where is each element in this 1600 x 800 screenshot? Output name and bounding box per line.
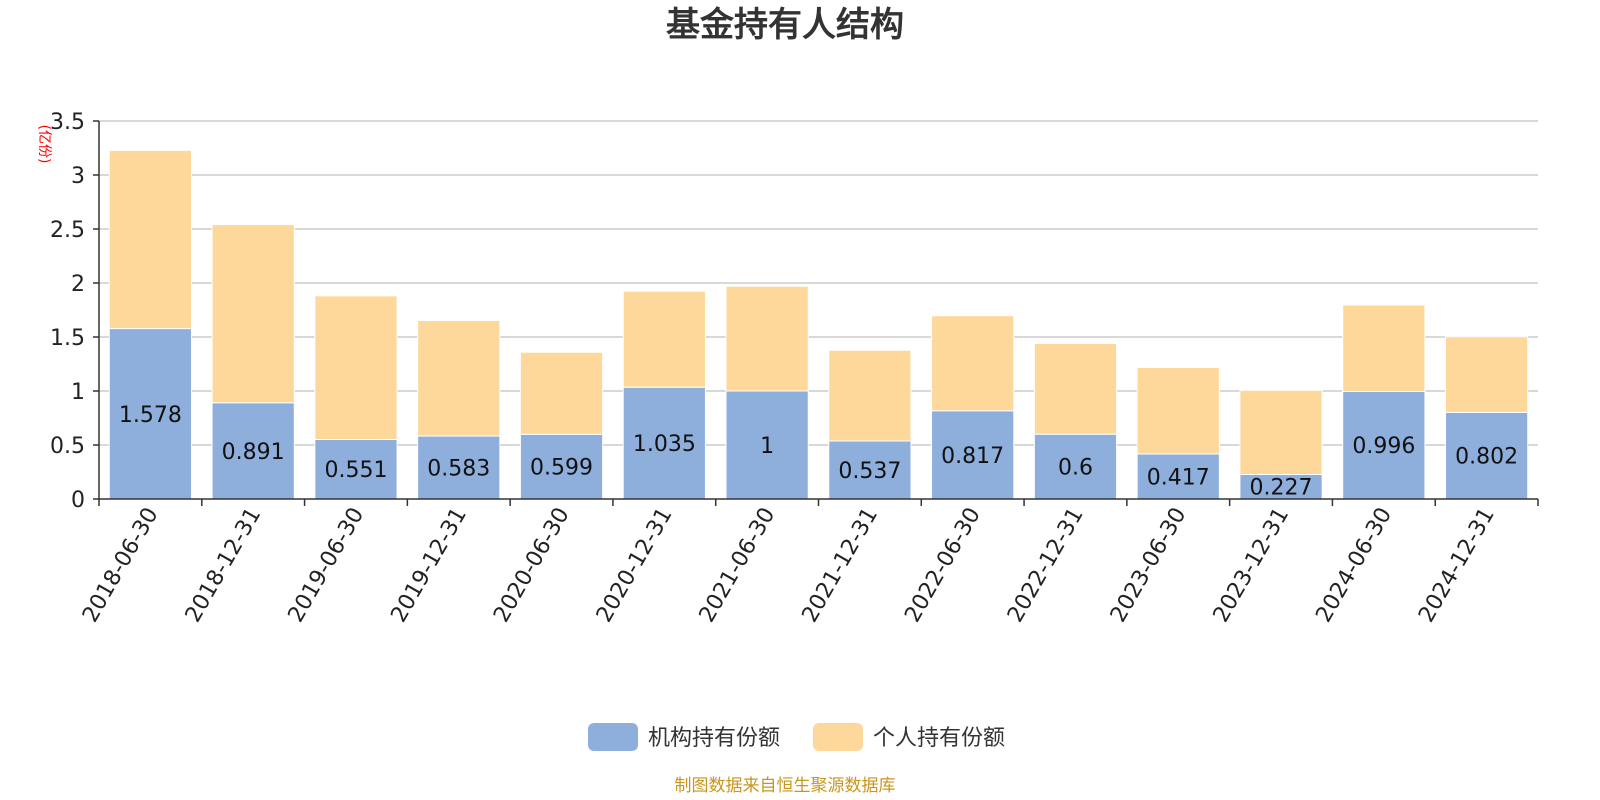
bar-data-label: 0.537 <box>838 459 901 484</box>
x-tick-label: 2022-06-30 <box>900 504 986 627</box>
bar-segment-institutional <box>1342 390 1426 500</box>
bar-segment-individual <box>1136 367 1220 455</box>
chart-title: 基金持有人结构 <box>666 5 904 45</box>
y-tick-label: 2 <box>71 272 85 297</box>
bar-segment-institutional <box>828 440 912 500</box>
bar-segment-institutional <box>417 435 501 500</box>
bar-data-label: 0.599 <box>530 456 593 481</box>
bar-segment-individual <box>314 295 398 440</box>
bar-segment-individual <box>108 149 193 330</box>
x-tick-label: 2020-06-30 <box>489 504 575 627</box>
bar-data-label: 1.035 <box>633 432 696 457</box>
x-tick-label: 2020-12-31 <box>592 504 678 627</box>
bar-data-label: 0.891 <box>222 440 285 465</box>
legend-swatch <box>588 723 638 751</box>
y-tick-label: 1 <box>71 380 85 405</box>
x-tick-label: 2022-12-31 <box>1003 504 1089 627</box>
x-tick-label: 2024-06-30 <box>1311 504 1397 627</box>
bar-segment-institutional <box>1444 411 1529 500</box>
bar-data-label: 0.417 <box>1147 465 1210 490</box>
bar-segment-institutional <box>622 386 706 500</box>
bar-segment-institutional <box>931 410 1015 500</box>
x-tick-label: 2021-06-30 <box>695 504 781 627</box>
x-tick-label: 2018-12-31 <box>181 504 267 627</box>
y-tick-label: 0 <box>71 488 85 513</box>
bar-segment-individual <box>519 351 604 435</box>
bars: 1.578 0.891 0.551 0.583 0.599 1.035 1 0.537 0.81… <box>108 149 1529 501</box>
source-note: 制图数据来自恒生聚源数据库 <box>675 776 896 796</box>
bar-segment-individual <box>622 290 706 388</box>
bar-segment-individual <box>1342 304 1426 392</box>
y-tick-label: 2.5 <box>50 218 85 243</box>
bar-segment-individual <box>1033 342 1118 435</box>
y-tick-label: 3 <box>71 164 85 189</box>
y-tick-label: 3.5 <box>50 110 85 135</box>
bar-data-label: 0.817 <box>941 444 1004 469</box>
x-tick-label: 2018-06-30 <box>78 504 164 627</box>
bar-data-label: 0.996 <box>1352 434 1415 459</box>
legend: 机构持有份额 个人持有份额 <box>588 723 1005 751</box>
bar-data-label: 0.6 <box>1058 456 1093 481</box>
bar-data-label: 0.227 <box>1250 476 1313 501</box>
bar-segment-individual <box>725 285 809 392</box>
x-tick-label: 2019-12-31 <box>386 504 472 627</box>
y-tick-label: 1.5 <box>50 326 85 351</box>
bar-data-label: 0.802 <box>1455 445 1518 470</box>
bar-segment-individual <box>211 224 295 404</box>
bar-data-label: 1.578 <box>119 403 182 428</box>
legend-label: 个人持有份额 <box>873 726 1005 751</box>
legend-swatch <box>813 723 863 751</box>
bar-segment-institutional <box>1033 433 1118 500</box>
bar-segment-individual <box>417 319 501 437</box>
bar-data-label: 0.583 <box>427 457 490 482</box>
x-tick-label: 2023-06-30 <box>1106 504 1192 627</box>
bar-segment-individual <box>1239 389 1323 475</box>
bar-segment-individual <box>931 315 1015 412</box>
bar-data-label: 0.551 <box>324 458 387 483</box>
y-axis-unit-label: (亿份) <box>36 125 52 164</box>
bar-segment-individual <box>828 349 912 442</box>
bar-segment-individual <box>1444 336 1529 413</box>
legend-label: 机构持有份额 <box>648 726 780 751</box>
bar-data-label: 1 <box>760 434 774 459</box>
bar-segment-institutional <box>211 402 295 500</box>
x-tick-label: 2023-12-31 <box>1209 504 1295 627</box>
x-tick-label: 2019-06-30 <box>284 504 370 627</box>
x-tick-label: 2021-12-31 <box>798 504 884 627</box>
y-tick-label: 0.5 <box>50 434 85 459</box>
x-tick-label: 2024-12-31 <box>1414 504 1500 627</box>
